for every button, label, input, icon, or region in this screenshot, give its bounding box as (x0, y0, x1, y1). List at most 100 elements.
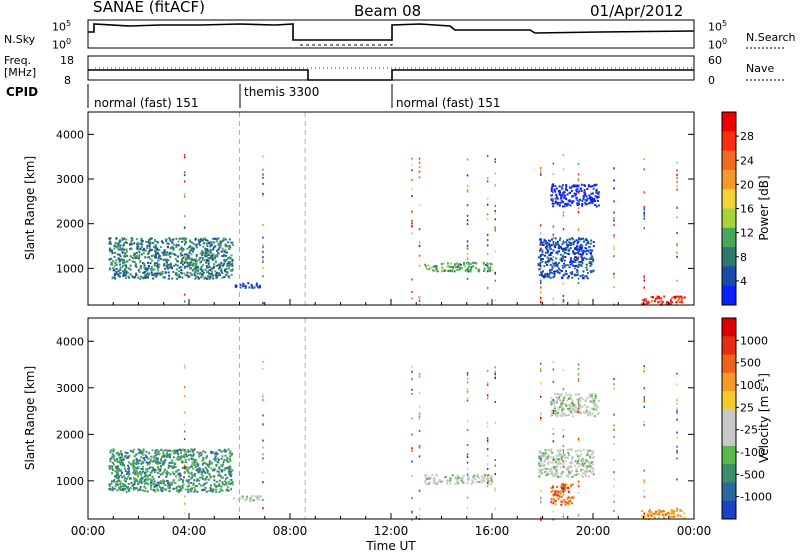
x-tick-label: 00:00 (677, 524, 712, 538)
data-pixel (651, 300, 654, 303)
data-pixel (578, 249, 581, 252)
data-pixel (183, 171, 186, 174)
data-pixel (183, 257, 186, 260)
data-pixel (590, 255, 593, 258)
data-pixel (166, 258, 169, 261)
data-pixel (258, 498, 261, 501)
data-pixel (477, 474, 479, 477)
data-pixel (540, 498, 542, 501)
data-pixel (142, 277, 144, 280)
data-pixel (118, 488, 121, 491)
data-pixel (562, 193, 565, 196)
data-pixel (466, 190, 469, 193)
data-pixel (123, 475, 126, 478)
data-pixel (576, 245, 578, 248)
data-pixel (553, 467, 555, 470)
data-pixel (150, 488, 152, 491)
data-pixel (538, 273, 541, 276)
data-pixel (120, 462, 123, 465)
data-pixel (181, 254, 184, 257)
data-pixel (446, 265, 449, 268)
data-pixel (136, 247, 139, 250)
data-pixel (558, 244, 561, 247)
data-pixel (114, 485, 117, 488)
data-pixel (549, 263, 552, 266)
data-pixel (570, 458, 573, 461)
data-pixel (592, 269, 595, 272)
data-pixel (441, 266, 444, 269)
data-pixel (164, 238, 167, 241)
data-pixel (650, 295, 653, 298)
data-pixel (127, 456, 130, 459)
data-pixel (548, 254, 551, 256)
data-pixel (262, 259, 264, 262)
data-pixel (490, 483, 493, 485)
data-pixel (122, 272, 125, 275)
data-pixel (582, 464, 585, 467)
data-pixel (196, 485, 199, 487)
data-pixel (569, 471, 572, 474)
data-pixel (131, 257, 134, 259)
data-pixel (221, 481, 224, 484)
data-pixel (183, 156, 186, 159)
data-pixel (550, 194, 553, 197)
data-pixel (558, 250, 560, 253)
data-pixel (138, 257, 140, 260)
data-pixel (122, 483, 125, 486)
data-pixel (486, 477, 489, 480)
data-pixel (481, 481, 483, 484)
data-pixel (466, 277, 469, 280)
data-pixel (538, 468, 541, 471)
data-pixel (196, 276, 199, 279)
data-pixel (184, 259, 187, 262)
data-pixel (142, 252, 145, 255)
data-pixel (577, 191, 580, 194)
data-pixel (571, 405, 574, 408)
data-pixel (572, 264, 575, 267)
data-pixel (550, 497, 553, 500)
data-pixel (559, 259, 562, 261)
data-pixel (154, 450, 157, 453)
data-pixel (220, 469, 223, 472)
data-pixel (613, 428, 615, 431)
data-pixel (562, 435, 565, 438)
data-pixel (575, 193, 578, 196)
data-pixel (584, 275, 587, 278)
data-pixel (424, 263, 427, 266)
data-pixel (152, 460, 154, 463)
data-pixel (568, 409, 571, 412)
data-pixel (203, 276, 206, 279)
data-pixel (671, 296, 674, 299)
data-pixel (669, 515, 672, 518)
data-pixel (201, 489, 204, 492)
data-pixel (196, 490, 199, 493)
data-pixel (117, 275, 120, 278)
data-pixel (198, 467, 201, 470)
data-pixel (220, 262, 223, 265)
data-pixel (150, 478, 153, 481)
data-pixel (187, 479, 190, 481)
data-pixel (148, 272, 151, 275)
data-pixel (558, 495, 561, 498)
data-pixel (200, 452, 203, 455)
data-pixel (562, 388, 565, 391)
data-pixel (548, 239, 551, 242)
data-pixel (594, 395, 597, 398)
colorbar-swatch (722, 391, 736, 410)
data-pixel (179, 458, 182, 461)
data-pixel (575, 252, 578, 255)
data-pixel (597, 196, 600, 199)
data-pixel (574, 406, 577, 409)
data-pixel (188, 261, 191, 264)
data-pixel (558, 193, 561, 196)
data-pixel (191, 263, 194, 266)
colorbar-tick-label: 24 (740, 154, 754, 167)
data-pixel (150, 271, 153, 274)
nsearch-tick-top: 105 (708, 19, 728, 34)
data-pixel (563, 402, 566, 405)
data-pixel (196, 451, 199, 454)
data-pixel (558, 398, 561, 401)
data-pixel (125, 260, 128, 263)
data-pixel (181, 272, 184, 275)
data-pixel (181, 461, 184, 464)
